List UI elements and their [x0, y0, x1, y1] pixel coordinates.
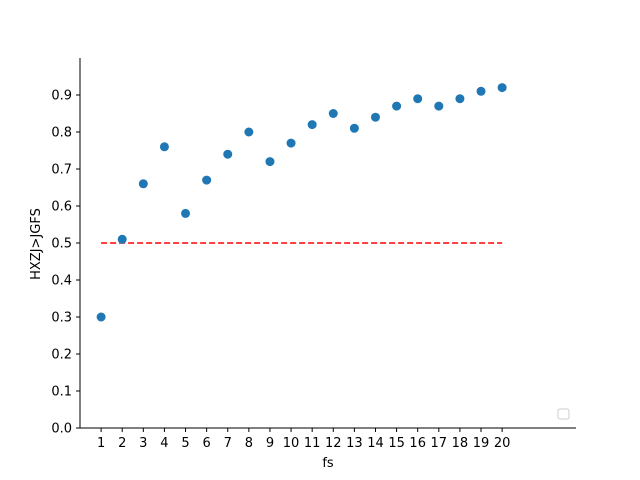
x-ticks: 1 2 3 4 5 6 7 8 9 10 11 12 13 14 15 16 17 18 19 20 [97, 428, 510, 451]
y-tick-label: 0.3 [51, 311, 72, 326]
x-tick-label: 16 [409, 436, 426, 451]
data-point [265, 157, 275, 167]
y-tick-label: 0.2 [51, 348, 72, 363]
y-tick-label: 0.6 [51, 200, 72, 215]
data-point [159, 142, 169, 152]
x-tick-label: 10 [283, 436, 300, 451]
data-point [392, 101, 402, 111]
x-tick-label: 9 [266, 436, 274, 451]
data-point [497, 83, 507, 93]
x-tick-label: 19 [473, 436, 490, 451]
data-point [117, 234, 127, 244]
y-tick-label: 0.1 [51, 385, 72, 400]
x-tick-label: 5 [181, 436, 189, 451]
data-point [370, 112, 380, 122]
y-tick-label: 0.8 [51, 126, 72, 141]
x-tick-label: 14 [367, 436, 384, 451]
x-tick-label: 7 [224, 436, 232, 451]
data-point [476, 86, 486, 96]
data-point [96, 312, 106, 322]
x-tick-label: 11 [304, 436, 321, 451]
y-ticks: 0.0 0.1 0.2 0.3 0.4 0.5 0.6 0.7 0.8 0.9 [51, 89, 80, 437]
data-point [349, 123, 359, 133]
x-tick-label: 1 [97, 436, 105, 451]
x-tick-label: 20 [494, 436, 511, 451]
y-tick-label: 0.0 [51, 422, 72, 437]
y-tick-label: 0.7 [51, 163, 72, 178]
x-tick-label: 3 [139, 436, 147, 451]
data-point [455, 94, 465, 104]
x-tick-label: 8 [245, 436, 253, 451]
x-tick-label: 17 [431, 436, 448, 451]
y-tick-label: 0.9 [51, 89, 72, 104]
data-point [181, 208, 191, 218]
data-point [138, 179, 148, 189]
y-tick-label: 0.4 [51, 274, 72, 289]
x-tick-label: 18 [452, 436, 469, 451]
data-point [328, 109, 338, 118]
legend-box [557, 408, 570, 420]
data-point [286, 138, 296, 148]
x-tick-label: 12 [325, 436, 342, 451]
data-points [96, 83, 507, 322]
x-tick-label: 13 [346, 436, 363, 451]
data-point [413, 94, 423, 104]
x-tick-label: 15 [388, 436, 405, 451]
data-point [307, 120, 317, 130]
data-point [202, 175, 212, 185]
data-point [434, 101, 444, 111]
x-tick-label: 4 [160, 436, 168, 451]
data-point [223, 149, 233, 159]
x-axis-label: fs [322, 456, 334, 471]
data-point [244, 127, 254, 137]
y-axis-label: HXZJ>JGFS [29, 208, 44, 280]
y-tick-label: 0.5 [51, 237, 72, 252]
x-tick-label: 6 [202, 436, 210, 451]
x-tick-label: 2 [118, 436, 126, 451]
